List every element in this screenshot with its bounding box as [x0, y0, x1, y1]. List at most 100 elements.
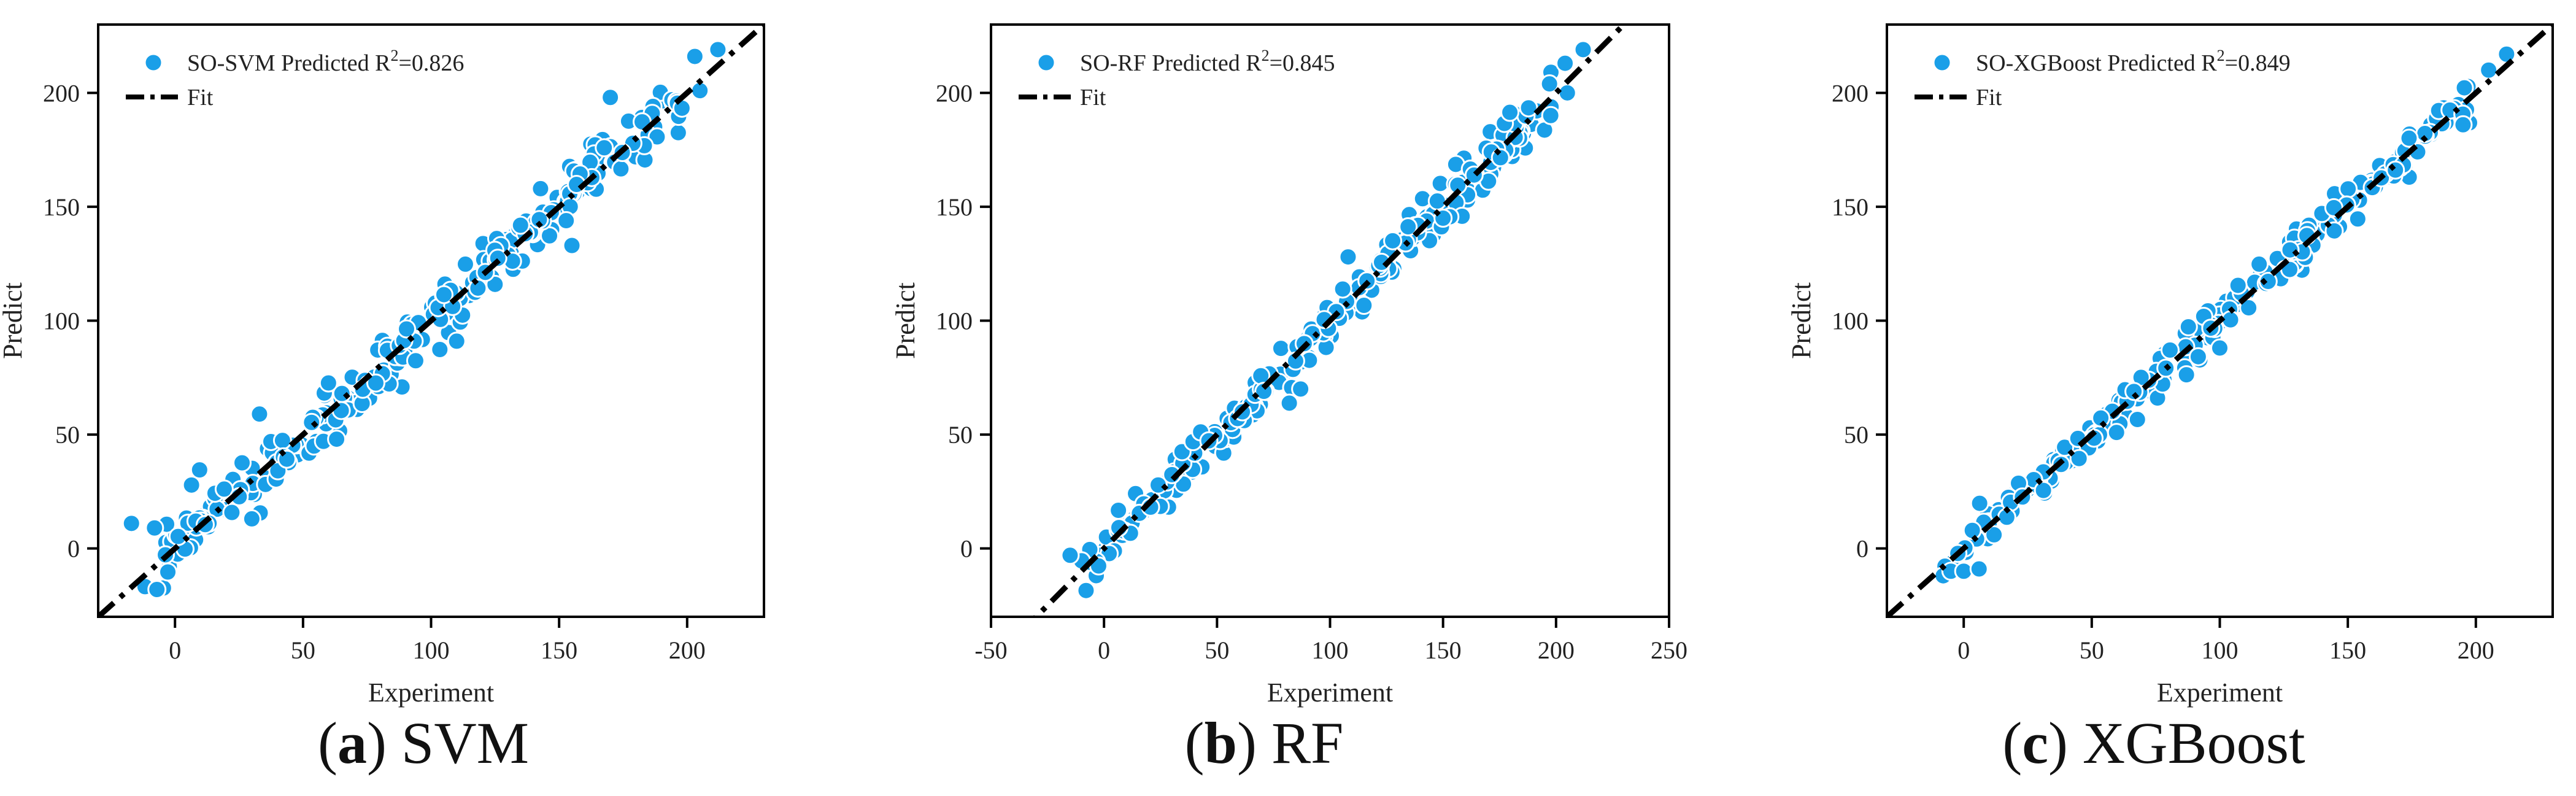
legend-series-label: SO-SVM Predicted R2=0.826 [187, 47, 464, 76]
data-point [1573, 40, 1593, 60]
plot-area [1887, 25, 2553, 617]
data-point [2239, 298, 2259, 318]
legend-series-label: SO-XGBoost Predicted R2=0.849 [1976, 47, 2291, 76]
x-tick-label: 250 [1651, 636, 1687, 664]
data-point [2210, 338, 2229, 358]
y-tick-label: 200 [1832, 79, 1868, 107]
x-tick-label: 0 [1957, 636, 1970, 664]
y-tick-label: 50 [948, 421, 973, 449]
data-point [1271, 339, 1290, 358]
data-point [2324, 221, 2344, 241]
legend: SO-RF Predicted R2=0.845 Fit [1019, 47, 1335, 110]
data-point [647, 127, 667, 147]
data-point [2250, 254, 2269, 274]
data-point [2178, 317, 2198, 336]
data-point [2127, 410, 2147, 430]
x-tick-label: 50 [1205, 636, 1229, 664]
legend-marker [1932, 53, 1952, 72]
data-point [121, 514, 141, 533]
data-point [2479, 60, 2499, 80]
data-point [232, 453, 252, 473]
data-point [2339, 179, 2358, 199]
data-point [190, 460, 209, 480]
x-tick-label: 200 [669, 636, 706, 664]
y-tick-label: 0 [67, 535, 80, 563]
y-tick-label: 150 [936, 193, 973, 221]
y-tick-label: 100 [1832, 307, 1868, 335]
x-tick-label: 150 [1425, 636, 1462, 664]
chart-panel-c: 0 50 100 150 200 0 50 100 150 200 Experiment Predic… [1786, 23, 2554, 708]
data-point [2399, 128, 2419, 148]
legend-fit-label: Fit [1976, 85, 2002, 110]
x-tick-label: 150 [2329, 636, 2366, 664]
data-point [595, 138, 614, 158]
data-point [366, 373, 385, 393]
data-point [222, 503, 242, 522]
legend-r2-value: =0.845 [1270, 50, 1335, 76]
y-tick-label: 100 [43, 307, 80, 335]
data-point [455, 254, 475, 274]
caption-text: SVM [401, 710, 529, 776]
legend-fit-label: Fit [187, 85, 214, 110]
data-point [2188, 347, 2208, 366]
data-point [182, 475, 201, 495]
y-tick-label: 150 [43, 193, 80, 221]
data-point [2455, 78, 2474, 98]
data-point [2348, 209, 2367, 229]
data-point [1109, 501, 1128, 520]
data-point [1500, 102, 1520, 122]
x-tick-label: 200 [1538, 636, 1575, 664]
data-point [511, 215, 530, 235]
data-point [158, 562, 178, 582]
data-point [2107, 423, 2126, 442]
data-point [2160, 340, 2180, 360]
legend-superscript: 2 [2217, 47, 2225, 64]
data-point [1076, 581, 1096, 600]
data-point [434, 285, 453, 304]
legend-series-text: SO-RF Predicted R [1080, 50, 1262, 76]
data-point [250, 404, 269, 424]
data-point [1427, 191, 1447, 211]
data-point [1970, 493, 1989, 513]
caption-c: (c) XGBoost [2002, 710, 2305, 776]
data-point [1398, 217, 1418, 236]
y-tick-label: 50 [55, 421, 80, 449]
y-axis-label: Predict [0, 282, 28, 359]
y-tick-label: 200 [43, 79, 80, 107]
data-point [1557, 83, 1577, 102]
legend-r2-value: =0.849 [2225, 50, 2291, 76]
data-point [2069, 449, 2089, 468]
x-tick-label: 0 [1098, 636, 1110, 664]
data-point [327, 430, 347, 449]
caption-letter: c [2022, 710, 2048, 776]
legend-series-label: SO-RF Predicted R2=0.845 [1080, 47, 1335, 76]
data-point [1254, 382, 1274, 401]
chart-panel-b: -50 0 50 100 150 200 250 0 50 100 150 200 Experiment… [890, 23, 1687, 708]
legend-superscript: 2 [1262, 47, 1270, 64]
chart-panel-a: 0 50 100 150 200 0 50 100 150 200 Experiment Predic… [0, 23, 765, 708]
data-point [685, 47, 704, 66]
x-tick-label: 100 [413, 636, 450, 664]
data-point [1279, 393, 1299, 413]
caption-text: XGBoost [2082, 710, 2305, 776]
fit-line [1032, 25, 1628, 617]
data-point [168, 527, 188, 546]
data-point [1540, 74, 1559, 94]
data-point [2386, 160, 2405, 180]
plot-area [98, 25, 764, 617]
y-tick-label: 150 [1832, 193, 1868, 221]
data-point [2228, 276, 2248, 295]
data-point [430, 339, 450, 359]
data-point [1969, 559, 1989, 579]
data-point [318, 373, 338, 393]
data-point [1338, 247, 1358, 267]
x-tick-label: -50 [974, 636, 1007, 664]
y-tick-label: 0 [1856, 535, 1868, 563]
data-point [1148, 475, 1168, 495]
legend-superscript: 2 [390, 47, 398, 64]
data-point [242, 509, 261, 528]
data-point [468, 278, 488, 298]
x-tick-label: 100 [2202, 636, 2239, 664]
legend-series-text: SO-SVM Predicted R [187, 50, 391, 76]
legend-series-text: SO-XGBoost Predicted R [1976, 50, 2217, 76]
